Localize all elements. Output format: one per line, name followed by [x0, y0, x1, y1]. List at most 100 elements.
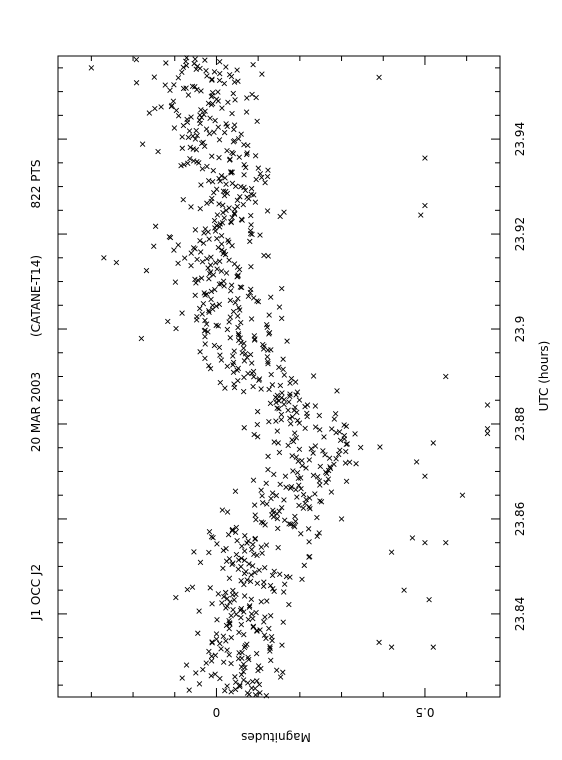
data-point [155, 148, 161, 155]
data-point [219, 220, 226, 226]
data-point [209, 302, 216, 309]
data-point [377, 444, 383, 450]
plot-frame [57, 55, 501, 698]
data-point [180, 196, 186, 203]
data-point [357, 444, 364, 451]
data-point [235, 377, 241, 384]
data-point [281, 396, 287, 403]
data-point [255, 299, 262, 305]
data-point [296, 446, 303, 453]
data-point [430, 440, 437, 446]
data-point [302, 425, 308, 432]
data-point [256, 377, 262, 384]
data-point [146, 110, 153, 116]
data-point [222, 385, 228, 391]
data-point [258, 174, 265, 181]
header-station: (CATANE-T14) [29, 255, 43, 337]
data-point [246, 561, 252, 567]
data-point [241, 557, 248, 564]
data-point [214, 235, 220, 242]
data-point [202, 327, 208, 333]
data-point [240, 661, 247, 667]
data-point [230, 369, 237, 376]
data-point [233, 551, 240, 558]
data-point [216, 77, 223, 84]
data-point [266, 625, 272, 632]
data-point [223, 64, 229, 70]
data-point [241, 593, 248, 599]
data-point [312, 424, 319, 430]
data-point [250, 477, 257, 483]
data-point [291, 430, 298, 436]
data-point [413, 459, 420, 465]
data-point [265, 358, 271, 365]
data-point [221, 593, 227, 600]
data-point [232, 686, 239, 693]
data-point [172, 279, 179, 285]
data-point [293, 454, 300, 460]
data-point [241, 644, 248, 651]
data-point [256, 567, 262, 573]
data-point [240, 201, 247, 208]
data-point [175, 75, 182, 81]
data-point [187, 155, 193, 162]
data-point [294, 469, 301, 476]
data-point [484, 430, 491, 437]
data-point [195, 277, 201, 283]
data-point [233, 524, 240, 531]
data-point [193, 670, 199, 676]
data-point [199, 311, 205, 317]
data-point [248, 185, 255, 192]
data-point [229, 149, 235, 156]
data-point [294, 417, 301, 424]
data-point [289, 437, 295, 443]
data-point [224, 363, 231, 370]
data-point [213, 96, 220, 102]
data-point [287, 415, 293, 422]
data-point [225, 237, 231, 243]
data-point [301, 562, 307, 569]
data-point [248, 611, 255, 617]
data-point [194, 256, 200, 263]
data-point [209, 76, 215, 82]
data-point [197, 559, 204, 566]
data-point [210, 167, 216, 174]
data-point [213, 636, 220, 642]
data-point [214, 212, 221, 218]
data-point [242, 187, 249, 194]
data-point [275, 525, 281, 532]
data-point [232, 299, 238, 306]
data-point [194, 132, 200, 139]
data-point [216, 301, 223, 308]
data-point [281, 209, 287, 215]
data-point [247, 227, 254, 234]
data-point [322, 469, 329, 475]
data-point [190, 245, 197, 251]
x-axis-label: UTC (hours) [537, 341, 551, 412]
data-point [250, 61, 256, 68]
data-point [212, 671, 218, 677]
data-point [285, 442, 291, 449]
data-point [241, 172, 247, 178]
data-point [248, 222, 254, 228]
data-point [253, 176, 259, 183]
data-point [216, 281, 223, 287]
data-point [281, 517, 288, 523]
data-point [231, 79, 238, 85]
data-point [199, 259, 206, 265]
data-point [188, 250, 194, 256]
data-point [249, 231, 255, 238]
data-point [204, 73, 210, 79]
data-point [281, 497, 287, 503]
data-point [183, 62, 190, 69]
data-point [203, 660, 209, 666]
data-point [422, 155, 428, 161]
data-point [173, 107, 180, 114]
data-point [191, 549, 197, 555]
data-point [228, 612, 234, 619]
data-point [158, 104, 164, 110]
data-point [388, 549, 395, 555]
y-tick-label: 0 [213, 705, 221, 719]
data-point [206, 529, 213, 535]
data-point [298, 485, 304, 492]
